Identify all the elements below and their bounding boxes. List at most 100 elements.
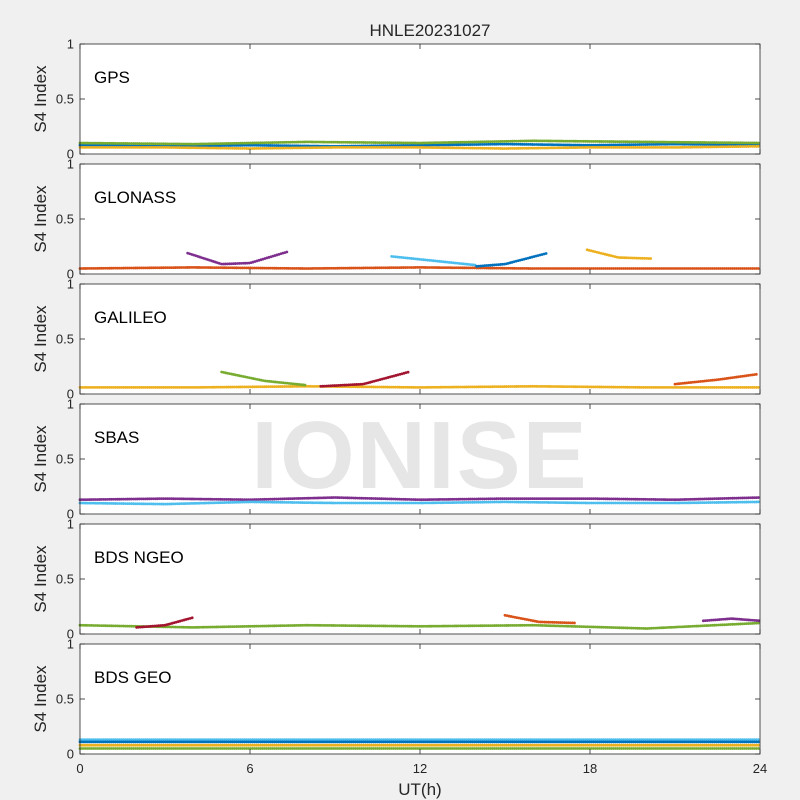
data-point xyxy=(346,140,350,144)
data-point xyxy=(189,625,193,629)
data-point xyxy=(82,141,86,145)
data-point xyxy=(518,500,522,504)
data-point xyxy=(520,500,524,504)
data-point xyxy=(516,385,520,388)
data-point xyxy=(187,142,191,146)
data-point xyxy=(270,146,274,150)
data-point xyxy=(469,497,473,501)
data-point xyxy=(110,624,114,628)
data-point xyxy=(328,624,332,627)
data-point xyxy=(669,498,673,502)
data-point xyxy=(723,141,726,145)
data-point xyxy=(399,385,403,389)
data-point xyxy=(391,624,395,628)
data-point xyxy=(532,497,536,500)
panel-label: GPS xyxy=(94,68,130,87)
data-point xyxy=(100,146,104,149)
data-point xyxy=(378,385,381,389)
data-point xyxy=(401,144,405,147)
data-point xyxy=(544,139,548,143)
data-point xyxy=(493,266,496,270)
data-point xyxy=(263,500,266,504)
data-point xyxy=(721,143,724,147)
data-point xyxy=(406,370,410,374)
data-point xyxy=(159,142,163,146)
data-point xyxy=(364,624,367,628)
data-point xyxy=(391,146,395,149)
data-point xyxy=(118,141,122,145)
data-point xyxy=(465,140,469,144)
data-point xyxy=(653,498,657,501)
data-point xyxy=(386,266,389,270)
data-point xyxy=(223,142,227,145)
data-point xyxy=(580,501,584,505)
data-point xyxy=(546,501,550,504)
data-point xyxy=(324,501,328,505)
data-point xyxy=(685,145,689,149)
data-point xyxy=(518,266,522,270)
data-point xyxy=(552,501,556,504)
data-point xyxy=(750,145,754,148)
data-point xyxy=(522,142,526,146)
data-point xyxy=(393,141,397,145)
data-point xyxy=(229,625,233,629)
data-point xyxy=(526,497,530,500)
data-point xyxy=(233,498,237,501)
data-point xyxy=(265,141,268,145)
data-point xyxy=(449,146,453,150)
data-point xyxy=(584,385,588,389)
data-point xyxy=(748,145,752,148)
data-point xyxy=(433,624,437,628)
data-point xyxy=(510,266,514,270)
data-point xyxy=(427,498,431,501)
data-point xyxy=(429,141,433,145)
data-point xyxy=(132,146,135,149)
data-point xyxy=(514,497,518,500)
data-point xyxy=(431,146,435,149)
data-point xyxy=(622,501,625,505)
data-point xyxy=(507,266,510,270)
data-point xyxy=(578,146,582,149)
data-point xyxy=(546,624,550,628)
data-point xyxy=(199,497,203,501)
data-point xyxy=(655,142,659,146)
data-point xyxy=(637,140,641,144)
data-point xyxy=(447,501,451,505)
data-point xyxy=(657,267,661,270)
data-point xyxy=(679,267,683,270)
data-point xyxy=(455,497,459,501)
data-point xyxy=(574,146,578,149)
data-point xyxy=(620,140,623,144)
data-point xyxy=(637,267,641,270)
data-point xyxy=(255,143,258,147)
data-point xyxy=(524,623,528,627)
data-point xyxy=(451,143,455,147)
data-point xyxy=(138,497,141,501)
data-point xyxy=(391,385,395,389)
data-point xyxy=(743,386,746,389)
data-point xyxy=(542,497,546,500)
data-point xyxy=(586,143,590,147)
data-point xyxy=(647,143,651,146)
data-point xyxy=(368,624,371,628)
data-point xyxy=(249,624,252,628)
data-point xyxy=(177,146,181,149)
data-point xyxy=(727,386,730,389)
data-point xyxy=(142,497,145,501)
data-point xyxy=(510,139,514,143)
data-point xyxy=(645,627,649,630)
data-point xyxy=(546,267,550,270)
data-point xyxy=(679,386,683,389)
data-point xyxy=(489,385,492,389)
data-point xyxy=(669,146,673,149)
data-point xyxy=(201,266,205,269)
data-point xyxy=(516,266,520,270)
data-point xyxy=(719,141,723,145)
data-point xyxy=(213,497,217,501)
data-point xyxy=(263,497,266,501)
data-point xyxy=(731,386,734,389)
data-point xyxy=(211,266,215,269)
data-point xyxy=(165,502,169,506)
data-point xyxy=(288,624,292,627)
data-point xyxy=(493,624,496,627)
